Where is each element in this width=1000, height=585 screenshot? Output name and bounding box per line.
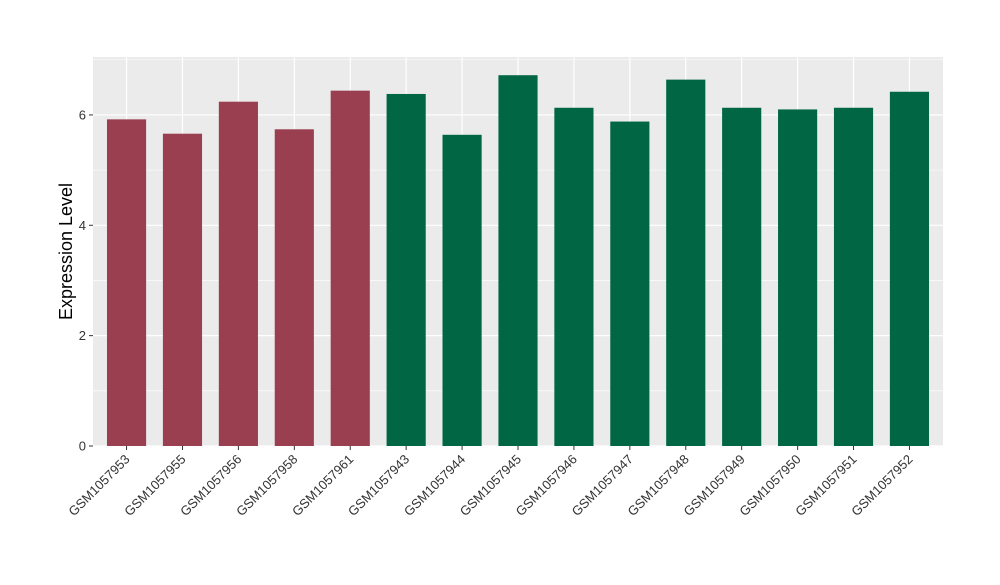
bar-GSM1057952 [889,91,930,446]
bar-GSM1057943 [386,93,426,446]
bar-GSM1057949 [722,107,762,446]
y-tick-label: 4 [79,218,86,233]
x-axis: GSM1057953GSM1057955GSM1057956GSM1057958… [65,446,916,519]
y-tick-label: 6 [79,107,86,122]
bar-GSM1057944 [442,134,482,447]
bar-GSM1057945 [498,75,538,447]
bar-GSM1057955 [162,133,203,446]
bar-GSM1057958 [274,129,314,446]
bar-GSM1057953 [106,119,147,447]
bar-GSM1057947 [610,121,650,447]
y-tick-label: 2 [79,328,86,343]
y-axis-title: Expression Level [56,183,76,320]
bar-GSM1057961 [330,90,370,447]
y-axis: 0 2 4 6 [79,107,93,454]
bar-GSM1057948 [666,79,706,447]
bar-GSM1057956 [218,101,258,447]
bars-group [106,75,930,447]
bar-GSM1057951 [833,107,874,446]
y-tick-label: 0 [79,439,86,454]
bar-GSM1057946 [554,107,594,446]
bar-GSM1057950 [778,109,818,446]
